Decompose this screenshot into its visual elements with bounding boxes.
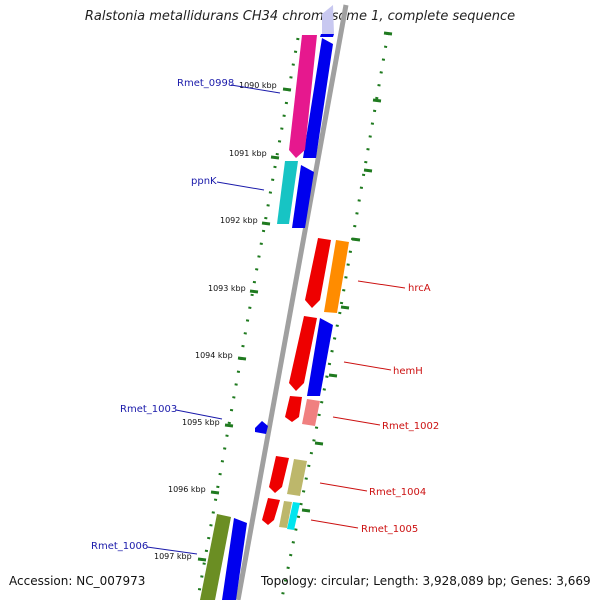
gene-arrow-reverse[interactable] [289, 316, 317, 391]
gene-label-rmet-0998[interactable]: Rmet_0998 [177, 78, 234, 89]
tick-marks [197, 31, 393, 562]
leader-line [216, 181, 265, 191]
tick-mark [197, 557, 207, 562]
gene-label-rmet-1004[interactable]: Rmet_1004 [369, 487, 426, 498]
gene-arrow-forward[interactable] [222, 518, 247, 600]
gene-label-rmet-1002[interactable]: Rmet_1002 [382, 421, 439, 432]
gene-arrow-reverse[interactable] [269, 456, 289, 493]
tick-mark [270, 155, 280, 160]
leader-line [319, 482, 368, 492]
tick-mark [340, 305, 350, 310]
tick-mark [351, 237, 361, 242]
gene-arrow-rmet-1005-a[interactable] [279, 501, 292, 528]
gene-arrow-forward[interactable] [292, 165, 314, 228]
forward-genes [222, 5, 334, 600]
colored-genes [200, 35, 349, 600]
map-title: Ralstonia metallidurans CH34 chromosome … [84, 9, 516, 24]
tick-label: 1094 kbp [195, 351, 233, 360]
tick-label: 1097 kbp [154, 552, 192, 561]
tick-label: 1093 kbp [208, 284, 246, 293]
gene-arrow-hrca[interactable] [324, 240, 349, 313]
gene-label-hemh[interactable]: hemH [393, 366, 423, 377]
leader-line [175, 409, 223, 420]
gene-arrow-reverse[interactable] [285, 396, 302, 422]
tick-mark [328, 373, 338, 378]
gene-arrow-forward[interactable] [307, 318, 333, 396]
outer-ring-dots [338, 32, 390, 313]
tick-mark [282, 87, 292, 92]
gene-arrow-rmet-1002[interactable] [302, 399, 320, 426]
gene-label-ppnk[interactable]: ppnK [191, 176, 217, 187]
gene-arrow-reverse[interactable] [262, 498, 280, 525]
tick-labels: 1090 kbp 1091 kbp 1092 kbp 1093 kbp 1094… [154, 81, 277, 561]
gene-arrow-forward[interactable] [303, 38, 333, 158]
leader-line [230, 84, 281, 94]
gene-arrow-rmet-1004[interactable] [287, 459, 307, 496]
accession-text: Accession: NC_007973 [9, 574, 146, 588]
gene-arrow-forward[interactable] [255, 421, 268, 434]
tick-mark [372, 98, 382, 103]
gene-arrow-rmet-0998[interactable] [289, 35, 317, 158]
gene-labels-right: hrcA hemH Rmet_1002 Rmet_1004 Rmet_1005 [361, 283, 439, 535]
gene-label-rmet-1006[interactable]: Rmet_1006 [91, 541, 148, 552]
leader-line [332, 416, 381, 426]
tick-mark [249, 289, 259, 294]
leader-line [146, 546, 198, 555]
tick-label: 1095 kbp [182, 418, 220, 427]
tick-mark [237, 356, 247, 361]
gene-label-rmet-1005[interactable]: Rmet_1005 [361, 524, 418, 535]
gene-arrow-rmet-1006[interactable] [200, 514, 231, 600]
backbone [235, 4, 349, 600]
tick-label: 1090 kbp [239, 81, 277, 90]
tick-mark [301, 508, 311, 513]
tick-mark [261, 221, 271, 226]
tick-label: 1096 kbp [168, 485, 206, 494]
gene-label-rmet-1003[interactable]: Rmet_1003 [120, 404, 177, 415]
summary-text: Topology: circular; Length: 3,928,089 bp… [261, 574, 591, 588]
tick-label: 1091 kbp [229, 149, 267, 158]
leader-lines [146, 84, 406, 555]
gene-labels-left: Rmet_0998 ppnK Rmet_1003 Rmet_1006 [91, 78, 234, 552]
gene-arrow-forward[interactable] [322, 5, 334, 34]
tick-mark [314, 441, 324, 446]
leader-line [343, 361, 392, 371]
tick-label: 1092 kbp [220, 216, 258, 225]
leader-line [310, 519, 359, 529]
gene-arrow-forward[interactable] [320, 34, 334, 37]
gene-arrow-rmet-1005-b[interactable] [287, 502, 300, 530]
tick-mark [210, 490, 220, 495]
gene-label-hrca[interactable]: hrcA [408, 283, 431, 294]
tick-mark [224, 423, 234, 428]
tick-mark [363, 168, 373, 173]
leader-line [357, 280, 406, 289]
tick-mark [383, 31, 393, 36]
gene-arrow-ppnk[interactable] [277, 161, 298, 224]
outer-ring-dots [280, 311, 342, 599]
gene-arrow-reverse[interactable] [305, 238, 331, 308]
